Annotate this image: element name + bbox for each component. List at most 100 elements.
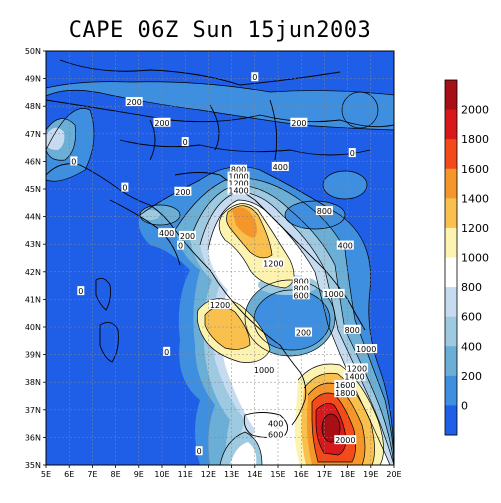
colorbar-frame xyxy=(444,79,458,436)
contour-label: 0 xyxy=(122,184,127,193)
contour-label: 400 xyxy=(273,163,288,172)
contour-label-bg xyxy=(262,258,285,268)
contour-label: 1400 xyxy=(228,186,248,195)
contour-label-bg xyxy=(271,161,289,171)
lon-tick-label: 14E xyxy=(247,470,262,479)
lat-tick-label: 35N xyxy=(25,461,41,470)
cape-area-600 xyxy=(140,210,160,220)
contour-label-bg xyxy=(267,418,285,428)
lon-tick-label: 15E xyxy=(270,470,285,479)
contour-label-bg xyxy=(153,117,171,127)
cape-area-200 xyxy=(342,92,378,128)
colorbar-segment xyxy=(445,168,457,199)
contour-label-bg xyxy=(77,286,85,296)
colorbar-segment xyxy=(445,405,457,436)
colorbar-label: 200 xyxy=(461,370,482,383)
contour-label: 1000 xyxy=(228,173,248,182)
contour-label-bg xyxy=(322,288,345,298)
contour-label-bg xyxy=(334,388,357,398)
contour-label: 1200 xyxy=(263,260,283,269)
lat-tick-label: 48N xyxy=(25,102,41,111)
contour-label-bg xyxy=(348,148,356,158)
lon-tick-label: 16E xyxy=(294,470,309,479)
lat-tick-label: 37N xyxy=(25,406,41,415)
contour-label: 0 xyxy=(164,348,169,357)
cape-area-200 xyxy=(323,171,367,199)
contour-label: 0 xyxy=(252,73,257,82)
colorbar-label: 1200 xyxy=(461,222,489,235)
contour-label: 200 xyxy=(127,98,142,107)
contour-label-bg xyxy=(290,117,308,127)
latitude-labels: 50N 49N 48N 47N 46N 45N 44N 43N 42N 41N 40N 39N 38N 3… xyxy=(25,47,46,470)
colorbar-segment xyxy=(445,257,457,288)
contour-label-bg xyxy=(209,299,231,309)
contour-label: 800 xyxy=(317,207,332,216)
contour-label-bg xyxy=(251,72,259,82)
contour-label: 1400 xyxy=(344,373,364,382)
colorbar-label: 1800 xyxy=(461,133,489,146)
contour-label: 400 xyxy=(159,229,174,238)
lat-tick-label: 46N xyxy=(25,157,41,166)
colorbar-label: 400 xyxy=(461,340,482,353)
lon-tick-label: 19E xyxy=(363,470,378,479)
contour-label-bg xyxy=(253,364,276,374)
contour-label-bg xyxy=(355,344,378,354)
lat-tick-label: 40N xyxy=(25,323,41,332)
contour-label: 1600 xyxy=(335,381,355,390)
lon-tick-label: 6E xyxy=(64,470,74,479)
colorbar-label: 800 xyxy=(461,281,482,294)
lon-tick-label: 20E xyxy=(386,470,401,479)
lon-tick-label: 18E xyxy=(340,470,355,479)
contour-label: 1200 xyxy=(228,179,248,188)
lon-tick-label: 17E xyxy=(317,470,332,479)
lon-tick-label: 7E xyxy=(87,470,97,479)
contour-label: 1000 xyxy=(254,366,274,375)
contour-label: 1800 xyxy=(335,389,355,398)
contour-label-bg xyxy=(179,230,197,240)
colorbar-label: 1400 xyxy=(461,192,489,205)
colorbar-segment xyxy=(445,198,457,229)
contour-label: 800 xyxy=(345,326,360,335)
contour-label-bg xyxy=(334,379,357,389)
lon-tick-label: 9E xyxy=(134,470,144,479)
lon-tick-label: 5E xyxy=(41,470,51,479)
contour-label-bg xyxy=(267,429,285,439)
contour-label: 400 xyxy=(268,420,283,429)
lat-tick-label: 43N xyxy=(25,240,41,249)
lat-tick-label: 49N xyxy=(25,75,41,84)
contour-label: 0 xyxy=(78,287,83,296)
contour-label: 200 xyxy=(175,188,190,197)
cape-area-800 xyxy=(46,127,65,150)
cape-area-2200 xyxy=(322,414,340,442)
contour-label: 200 xyxy=(291,119,306,128)
contour-label: 200 xyxy=(180,232,195,241)
contour-label-bg xyxy=(343,371,366,381)
lat-tick-label: 50N xyxy=(25,47,41,56)
colorbar-segment xyxy=(445,139,457,170)
contour-label-bg xyxy=(227,171,250,181)
contour-label: 200 xyxy=(296,329,311,338)
coastlines xyxy=(46,59,394,438)
colorbar-label: 1600 xyxy=(461,163,489,176)
colorbar-label: 1000 xyxy=(461,252,489,265)
contour-label: 600 xyxy=(294,291,309,300)
contour-label-bg xyxy=(345,363,368,373)
lon-tick-label: 10E xyxy=(154,470,169,479)
lat-tick-label: 45N xyxy=(25,185,41,194)
lat-tick-label: 39N xyxy=(25,351,41,360)
colorbar-label: 0 xyxy=(461,399,468,412)
colorbar-segment xyxy=(445,80,457,111)
contour-label-bg xyxy=(292,283,310,293)
cape-area-1400 xyxy=(205,306,250,350)
contour-label-bg xyxy=(163,346,171,356)
contour-label-bg xyxy=(177,240,185,250)
contour-label: 600 xyxy=(268,431,283,440)
contour-label-bg xyxy=(70,156,78,166)
map-frame xyxy=(45,50,395,466)
contour-label-bg xyxy=(295,327,313,337)
contour-label-bg xyxy=(315,206,333,216)
contour-label: 800 xyxy=(294,284,309,293)
